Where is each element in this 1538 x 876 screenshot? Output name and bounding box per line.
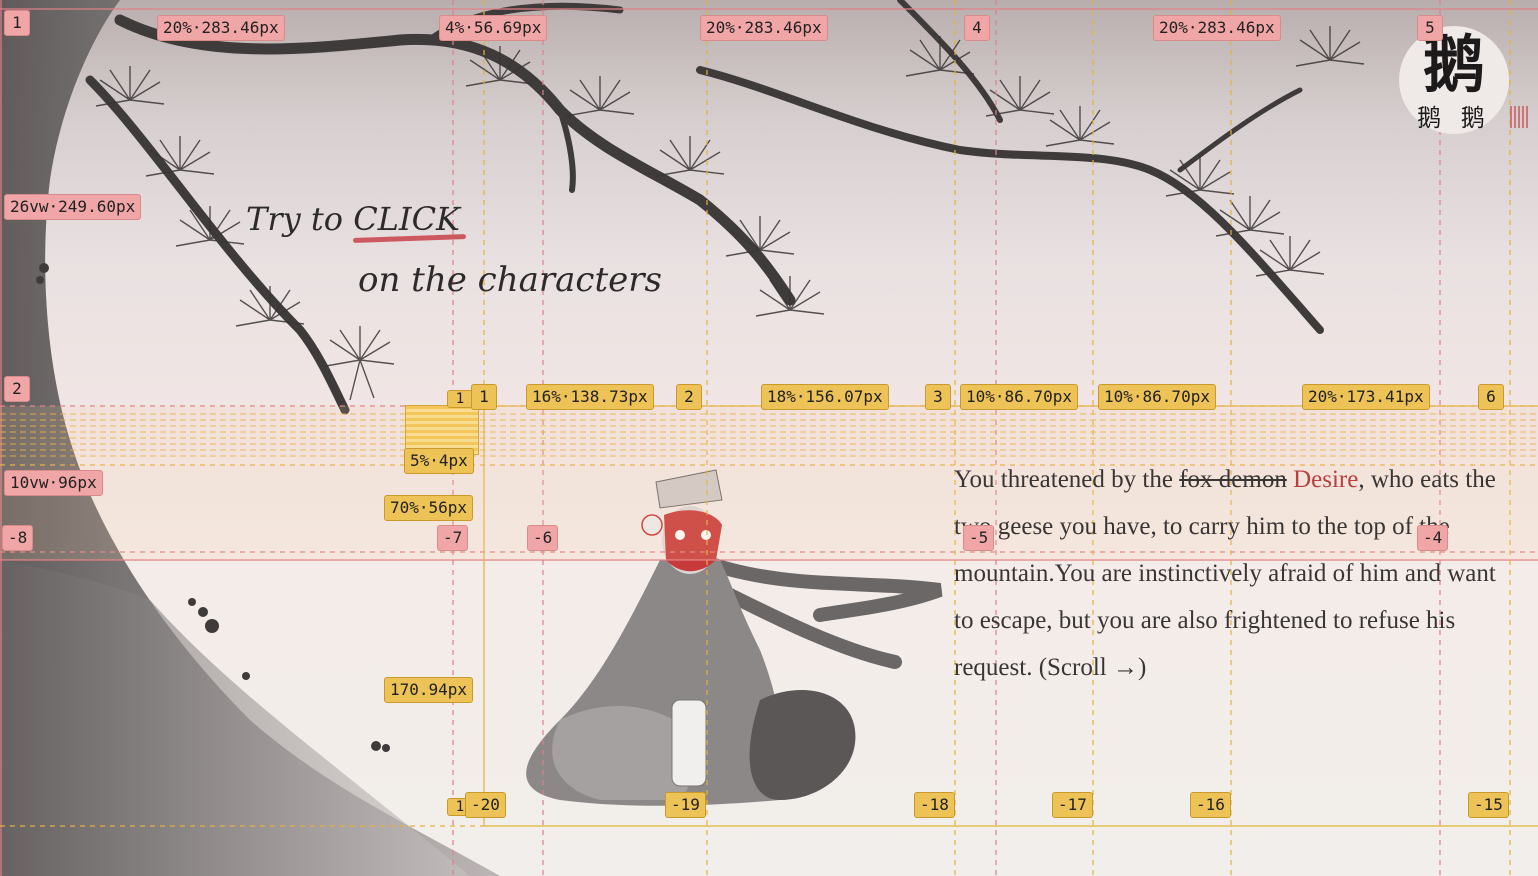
subgrid-line-label-neg19: -19 <box>665 792 706 818</box>
character-scarf <box>693 553 943 669</box>
subgrid-line-label-neg16: -16 <box>1190 792 1231 818</box>
row-height-label: 26vw·249.60px <box>4 194 142 220</box>
subgrid-row-height-label: 70%·56px <box>384 495 474 521</box>
grid-line-label-neg8: -8 <box>2 525 34 551</box>
mountain-slope <box>0 560 470 876</box>
subgrid-column-width-label: 18%·156.07px <box>761 384 889 410</box>
grid-area-label-4: 4 <box>964 15 990 41</box>
story-paragraph: You threatened by the fox demon Desire, … <box>954 456 1514 691</box>
subgrid-column-width-label: 16%·138.73px <box>526 384 654 410</box>
subgrid-line-label-neg18: -18 <box>914 792 955 818</box>
grid-line-label-neg4: -4 <box>1417 525 1449 551</box>
grid-area-label-1: 1 <box>4 10 30 36</box>
gap-stripes-block <box>405 405 479 455</box>
pine-needles <box>95 26 1365 401</box>
masked-character[interactable] <box>526 469 943 806</box>
logo-small-glyphs: 鹅 鹅 <box>1417 104 1491 132</box>
column-width-label: 20%·283.46px <box>1153 15 1281 41</box>
goose-logo[interactable]: 鹅 鹅 鹅 <box>1399 26 1509 134</box>
story-text-before: You threatened by the <box>954 466 1180 493</box>
story-text-after: , who eats the two geese you have, to ca… <box>954 466 1496 681</box>
story-character-name[interactable]: Desire <box>1293 466 1359 493</box>
hint-click-emphasis: CLICK <box>353 200 460 238</box>
subgrid-line-label-3: 3 <box>925 384 951 410</box>
hint-prefix: Try to <box>246 200 354 238</box>
moss-dots <box>36 263 390 752</box>
row-height-label: 10vw·96px <box>4 470 103 496</box>
character-mask <box>664 510 722 572</box>
grid-area-label-5: 5 <box>1417 15 1443 41</box>
column-width-label: 20%·283.46px <box>157 15 285 41</box>
grid-line-label-neg6: -6 <box>527 525 559 551</box>
subgrid-line-label-6: 6 <box>1478 384 1504 410</box>
column-width-label: 20%·283.46px <box>700 15 828 41</box>
subgrid-column-width-label: 10%·86.70px <box>1098 384 1216 410</box>
highlight-band <box>0 406 1538 560</box>
subgrid-line-label-1b: 1 <box>471 384 497 410</box>
story-struck-text: fox demon <box>1179 466 1287 493</box>
subgrid-line-label-neg15: -15 <box>1468 792 1509 818</box>
column-gap-label: 4%·56.69px <box>439 15 548 41</box>
subgrid-line-label-neg17: -17 <box>1052 792 1093 818</box>
seal-stamp <box>1510 106 1528 128</box>
click-hint-line1: Try to CLICK <box>246 200 460 238</box>
subgrid-line-label-neg20: -20 <box>465 792 506 818</box>
subgrid-column-width-label: 20%·173.41px <box>1302 384 1430 410</box>
subgrid-row-height-label: 170.94px <box>384 677 474 703</box>
subgrid-row-height-label: 5%·4px <box>404 448 474 474</box>
grid-line-label-neg5: -5 <box>963 525 995 551</box>
subgrid-column-width-label: 10%·86.70px <box>960 384 1078 410</box>
grid-line-label-2: 2 <box>4 376 30 402</box>
character-rock <box>749 690 856 800</box>
grid-line-label-neg7: -7 <box>437 525 469 551</box>
subgrid-line-label-1a: 1 <box>447 390 473 408</box>
pine-branches <box>85 0 1324 415</box>
subgrid-line-label-2: 2 <box>676 384 702 410</box>
logo-big-glyph: 鹅 <box>1422 28 1485 101</box>
click-hint-line2: on the characters <box>358 260 662 300</box>
